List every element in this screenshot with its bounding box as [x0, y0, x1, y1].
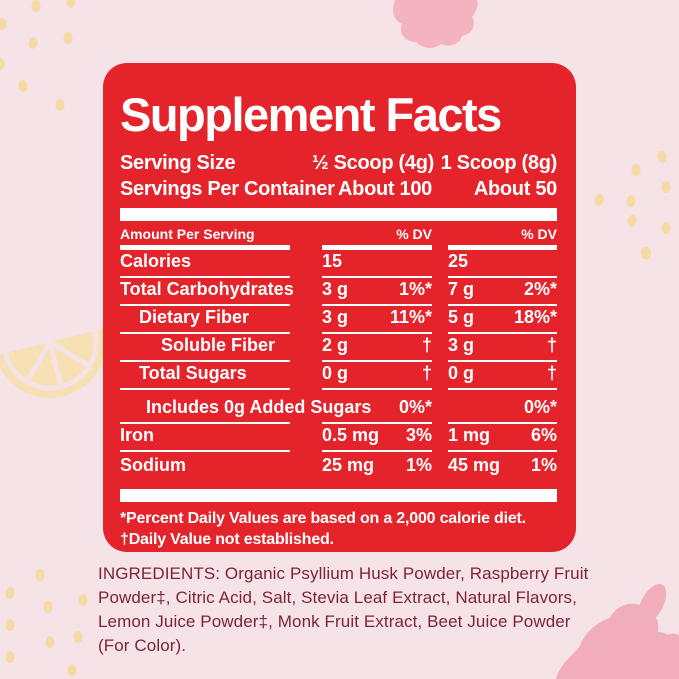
row-values-col2: 0 g † — [448, 362, 557, 390]
nutrient-row-calories: Calories 15 25 — [120, 250, 557, 278]
footnote: *Percent Daily Values are based on a 2,0… — [120, 508, 557, 550]
row-label: Dietary Fiber — [120, 306, 290, 334]
row-values-col1: 0.5 mg 3% — [322, 424, 432, 452]
daily-value: † — [546, 363, 557, 383]
servings-count-half-scoop: About 100 — [338, 178, 432, 200]
nutrient-row-total-carbohydrates: Total Carbohydrates 3 g 1%* 7 g 2%* — [120, 278, 557, 306]
amount: 7 g — [448, 279, 475, 299]
row-label: Total Sugars — [120, 362, 290, 390]
amount: 3 g — [322, 307, 349, 327]
row-values-col1: 25 mg 1% — [322, 452, 432, 480]
amount: 45 mg — [448, 455, 501, 475]
column-header-row: Amount Per Serving % DV % DV — [120, 221, 557, 245]
amount: 25 — [448, 251, 469, 271]
confetti-dots-bottom-left — [5, 569, 88, 676]
amount: 1 mg — [448, 425, 491, 445]
row-values-col1: 0%* — [322, 390, 432, 424]
dv-header-1: % DV — [396, 226, 432, 242]
row-values-col1: 3 g 1%* — [322, 278, 432, 306]
row-values-col1: 0 g † — [322, 362, 432, 390]
servings-per-container-row: Servings Per Container About 100 About 5… — [120, 176, 557, 202]
amount: 15 — [322, 251, 343, 271]
serving-size-half-scoop: ½ Scoop (4g) — [312, 152, 434, 174]
daily-value: 18%* — [513, 307, 557, 327]
supplement-facts-panel: Supplement Facts Serving Size ½ Scoop (4… — [103, 63, 576, 552]
row-values-col1: 15 — [322, 250, 432, 278]
amount: 25 mg — [322, 455, 375, 475]
column-separators — [120, 245, 557, 250]
row-label: Total Carbohydrates — [120, 278, 294, 306]
ingredients-text: INGREDIENTS: Organic Psyllium Husk Powde… — [98, 564, 589, 655]
daily-value: 1% — [530, 455, 557, 475]
footnote-line-2: †Daily Value not established. — [120, 531, 334, 548]
raspberry-blob-top — [393, 0, 478, 48]
raspberry-blob-bottom-right — [556, 583, 679, 679]
daily-value: 6% — [530, 425, 557, 445]
amount: 0 g — [448, 363, 475, 383]
amount: 3 g — [322, 279, 349, 299]
leaf-petal-icon — [646, 633, 679, 673]
row-label: Sodium — [120, 455, 186, 475]
leaf-petal-icon — [637, 583, 667, 625]
nutrient-row-iron: Iron 0.5 mg 3% 1 mg 6% — [120, 424, 557, 452]
nutrient-row-added-sugars: Includes 0g Added Sugars 0%* 0%* — [120, 390, 557, 424]
nutrient-row-sodium: Sodium 25 mg 1% 45 mg 1% — [120, 452, 557, 480]
footnote-line-1: *Percent Daily Values are based on a 2,0… — [120, 510, 526, 527]
serving-size-full-scoop: 1 Scoop (8g) — [440, 152, 558, 174]
servings-count-full-scoop: About 50 — [473, 178, 557, 200]
confetti-dots-top-left — [0, 0, 76, 111]
divider-bar-bottom — [120, 489, 557, 502]
lemon-slice-icon — [0, 293, 106, 398]
daily-value: † — [546, 335, 557, 355]
daily-value: 2%* — [523, 279, 557, 299]
amount: 2 g — [322, 335, 349, 355]
serving-size-label: Serving Size — [120, 152, 236, 174]
daily-value: 11%* — [389, 307, 432, 327]
daily-value: 1%* — [398, 279, 432, 299]
row-values-col2: 25 — [448, 250, 557, 278]
amount: 3 g — [448, 335, 475, 355]
row-label: Soluble Fiber — [120, 334, 290, 362]
row-label: Includes 0g Added Sugars — [120, 390, 371, 424]
row-values-col1: 3 g 11%* — [322, 306, 432, 334]
amount: 5 g — [448, 307, 475, 327]
daily-value: 0%* — [398, 397, 432, 417]
amount-per-serving-header: Amount Per Serving — [120, 226, 255, 242]
amount: 0.5 mg — [322, 425, 380, 445]
nutrient-row-dietary-fiber: Dietary Fiber 3 g 11%* 5 g 18%* — [120, 306, 557, 334]
row-values-col2: 0%* — [448, 390, 557, 424]
servings-per-container-label: Servings Per Container — [120, 178, 335, 200]
row-values-col2: 7 g 2%* — [448, 278, 557, 306]
nutrient-row-soluble-fiber: Soluble Fiber 2 g † 3 g † — [120, 334, 557, 362]
row-values-col2: 1 mg 6% — [448, 424, 557, 452]
daily-value: † — [421, 335, 432, 355]
daily-value: † — [421, 363, 432, 383]
row-values-col2: 5 g 18%* — [448, 306, 557, 334]
divider-bar-top — [120, 208, 557, 221]
daily-value: 1% — [405, 455, 432, 475]
dv-header-2: % DV — [521, 226, 557, 242]
daily-value: 3% — [405, 425, 432, 445]
row-label: Calories — [120, 250, 290, 278]
nutrient-row-total-sugars: Total Sugars 0 g † 0 g † — [120, 362, 557, 390]
row-values-col2: 45 mg 1% — [448, 452, 557, 480]
row-values-col1: 2 g † — [322, 334, 432, 362]
serving-size-row: Serving Size ½ Scoop (4g) 1 Scoop (8g) — [120, 150, 557, 176]
confetti-dots-right — [594, 151, 671, 260]
panel-title: Supplement Facts — [120, 88, 502, 141]
row-values-col2: 3 g † — [448, 334, 557, 362]
amount: 0 g — [322, 363, 349, 383]
daily-value: 0%* — [523, 397, 557, 417]
row-label: Iron — [120, 424, 290, 452]
